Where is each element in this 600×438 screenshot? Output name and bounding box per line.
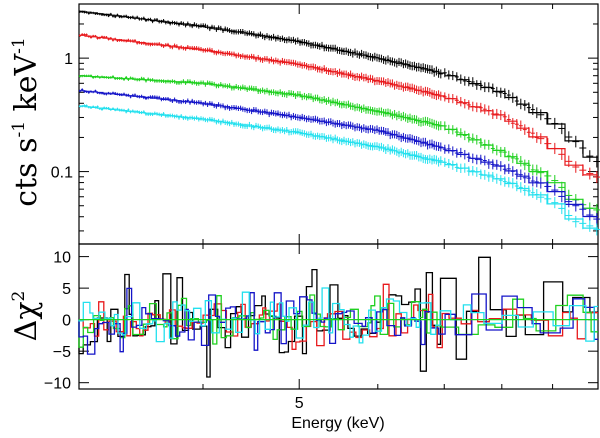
spectrum-series-green — [78, 74, 600, 216]
residual-line — [78, 287, 598, 344]
x-axis-label: Energy (keV) — [291, 415, 384, 432]
y-tick-label: 10 — [53, 250, 71, 267]
residuals-tick-labels: −10 −5 0 5 10 — [44, 250, 71, 393]
x-tick-label: 5 — [295, 395, 304, 412]
residuals-plot-frame — [78, 243, 599, 390]
spectrum-series-black — [78, 10, 600, 168]
y-tick-label: 5 — [62, 281, 71, 298]
residual-series-cyan — [78, 287, 598, 344]
residual-line — [78, 287, 598, 355]
spectrum-tick-labels: 0.11 — [51, 51, 73, 181]
model-line — [79, 105, 598, 229]
model-line — [79, 75, 598, 209]
residuals-y-axis-label: Δχ2 — [9, 291, 44, 342]
residual-series-blue — [78, 287, 598, 355]
y-tick-label: −10 — [44, 376, 71, 393]
residuals-panel: −10 −5 0 5 10 Δχ2 5 Energy (keV) — [9, 243, 599, 432]
spectrum-series-blue — [78, 88, 600, 226]
residuals-series — [78, 256, 598, 378]
y-tick-label: −5 — [53, 344, 71, 361]
spectrum-panel: 0.11 cts s-1 keV-1 — [9, 3, 600, 245]
x-tick-labels: 5 — [295, 395, 304, 412]
model-line — [79, 90, 598, 218]
spectrum-y-axis-label: cts s-1 keV-1 — [9, 37, 44, 206]
y-tick-label: 1 — [64, 51, 73, 68]
spectrum-series-cyan — [78, 104, 600, 236]
y-tick-label: 0.1 — [51, 165, 73, 182]
model-line — [79, 34, 598, 176]
model-line — [79, 10, 598, 158]
spectrum-series-red — [78, 33, 600, 184]
y-tick-label: 0 — [62, 313, 71, 330]
spectrum-series — [78, 10, 600, 236]
